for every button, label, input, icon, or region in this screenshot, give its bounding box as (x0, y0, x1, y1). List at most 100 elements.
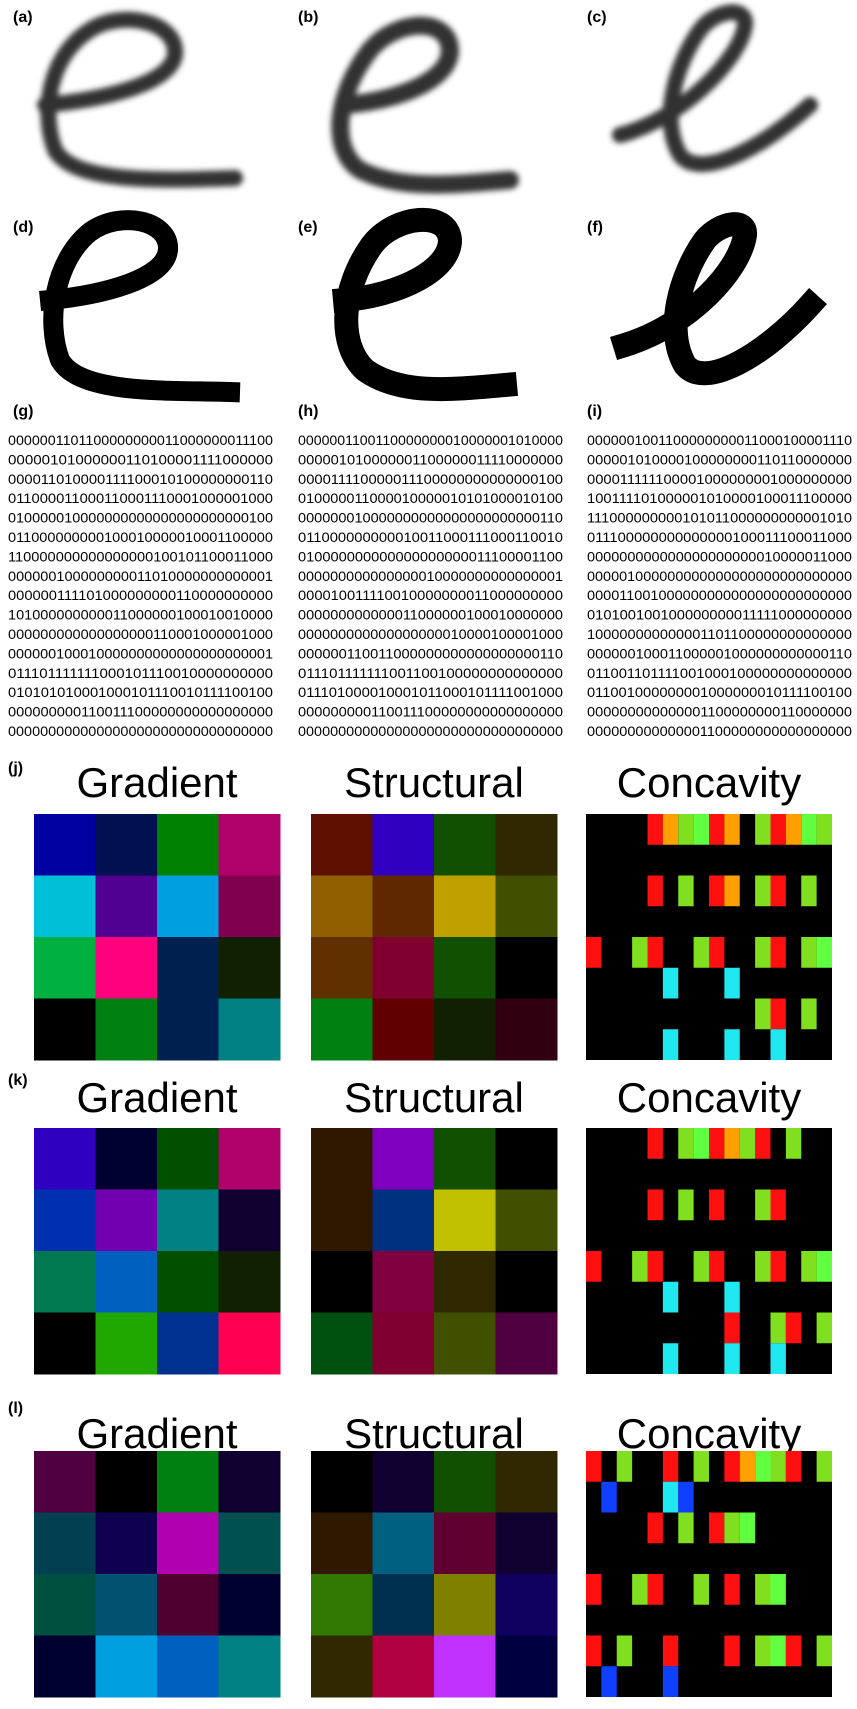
concavity-cell (678, 1128, 694, 1159)
binary-row: 000011111100001000000001000000000 (587, 471, 852, 487)
concavity-cell (647, 1251, 663, 1282)
binary-row: 010101010001000101110010111100100 (8, 684, 273, 700)
concavity-cell (770, 1312, 786, 1344)
concavity-cell (755, 1635, 771, 1667)
concavity-cell (770, 1635, 786, 1667)
feature-cell (34, 1128, 96, 1190)
feature-cell (434, 1635, 496, 1698)
concavity-cell (709, 814, 725, 845)
concavity-cell (662, 1343, 679, 1374)
concavity-cell (724, 1128, 740, 1159)
binary-row: 011101000010001011000101111001000 (298, 684, 563, 700)
concavity-cell (616, 1635, 633, 1667)
feature-cell (218, 1512, 281, 1575)
concavity-cell (724, 1343, 740, 1374)
concavity-cell (755, 875, 771, 907)
feature-cell (495, 1451, 558, 1513)
concavity-cell (739, 1512, 756, 1544)
binary-row: 000000010000000000000000000000110 (298, 510, 563, 526)
feature-cell (372, 937, 435, 999)
feature-cell (311, 1189, 373, 1252)
feature-cell (495, 1635, 558, 1698)
map-title: Structural (344, 759, 524, 806)
feature-cell (157, 875, 219, 938)
feature-cell (95, 1128, 158, 1190)
concavity-cell (647, 1512, 663, 1544)
concavity-cell (647, 814, 663, 845)
panel-label: (f) (587, 219, 603, 236)
concavity-cell (693, 1251, 709, 1282)
panel-label: (d) (13, 219, 33, 236)
concavity-cell (755, 814, 771, 845)
concavity-cell (678, 1512, 694, 1544)
handwriting-binary (39, 208, 827, 403)
feature-cell (372, 1574, 435, 1636)
binary-row: 011101111111001100100000000000000 (298, 665, 563, 681)
feature-cell (34, 1635, 96, 1698)
concavity-cell (693, 1574, 709, 1605)
concavity-cell (755, 1189, 771, 1221)
binary-row: 011000000000010011000111000110010 (298, 529, 563, 545)
concavity-cell (601, 1481, 617, 1513)
feature-cell (372, 1189, 435, 1252)
feature-cell (495, 998, 558, 1061)
feature-cell (434, 1451, 496, 1513)
concavity-cell (770, 937, 786, 968)
concavity-cell (770, 814, 786, 845)
feature-cell (157, 814, 219, 876)
feature-cell (434, 998, 496, 1061)
binary-row: 011000011000110001110001000001000 (8, 490, 273, 506)
binary-row: 010000010000000000000000000000100 (8, 510, 273, 526)
feature-cell (434, 1189, 496, 1252)
concavity-cell (662, 1666, 679, 1697)
feature-cell (434, 1574, 496, 1636)
feature-cell (95, 814, 158, 876)
concavity-cell (678, 814, 694, 845)
concavity-cell (755, 998, 771, 1030)
panel-label: (l) (8, 1400, 23, 1417)
concavity-cell (739, 1128, 756, 1159)
map-title: Gradient (76, 1074, 237, 1121)
concavity-cell (709, 1189, 725, 1221)
feature-cell (95, 875, 158, 938)
feature-cell (218, 1635, 281, 1698)
feature-cell (372, 1312, 435, 1375)
feature-cell (434, 875, 496, 938)
feature-cell (34, 937, 96, 999)
concavity-cell (770, 1574, 786, 1605)
feature-cell (372, 1512, 435, 1575)
feature-cell (95, 1251, 158, 1313)
feature-cell (311, 1251, 373, 1313)
panel-label: (e) (298, 219, 318, 236)
concavity-cell (770, 1451, 786, 1482)
map-title: Structural (344, 1074, 524, 1121)
binary-row: 000010011110010000000011000000000 (298, 587, 563, 603)
concavity-cell (647, 1189, 663, 1221)
concavity-cell (709, 937, 725, 968)
binary-row: 000000000000000000000000000000000 (8, 723, 273, 739)
feature-cell (495, 1574, 558, 1636)
feature-cell (157, 1635, 219, 1698)
feature-cell (218, 1251, 281, 1313)
feature-cell (311, 998, 373, 1061)
feature-cell (95, 1512, 158, 1575)
concavity-cell (709, 875, 725, 907)
feature-cell (157, 937, 219, 999)
feature-cell (34, 998, 96, 1061)
feature-cell (311, 1451, 373, 1513)
concavity-cell (770, 1343, 786, 1374)
feature-cell (95, 1312, 158, 1375)
feature-cell (95, 1189, 158, 1252)
binary-row: 000000000000001100000000110000000 (587, 704, 852, 720)
binary-row: 000000000000000010000000000000001 (298, 568, 563, 584)
feature-cell (157, 1451, 219, 1513)
map-title: Concavity (617, 759, 801, 806)
binary-row: 011100000000000000100011100011000 (587, 529, 852, 545)
binary-row: 011101111111000101110010000000000 (8, 665, 273, 681)
panel-label: (g) (13, 403, 33, 420)
feature-cell (311, 1635, 373, 1698)
feature-cell (218, 875, 281, 938)
concavity-cell (586, 1251, 602, 1282)
binary-row: 000000000000011000000100010000000 (298, 607, 563, 623)
feature-cell (495, 1128, 558, 1190)
